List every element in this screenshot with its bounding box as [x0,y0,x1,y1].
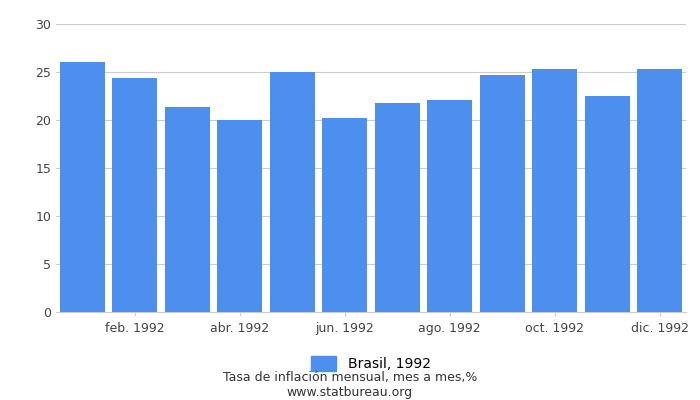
Bar [270,72,314,312]
Text: Tasa de inflación mensual, mes a mes,%: Tasa de inflación mensual, mes a mes,% [223,372,477,384]
Bar [375,103,419,312]
Bar [585,96,629,312]
Bar [428,100,472,312]
Legend: Brasil, 1992: Brasil, 1992 [312,356,430,371]
Bar [218,120,262,312]
Bar [113,78,157,312]
Bar [165,106,209,312]
Bar [638,69,682,312]
Bar [533,69,577,312]
Bar [323,118,367,312]
Text: www.statbureau.org: www.statbureau.org [287,386,413,399]
Bar [60,62,104,312]
Bar [480,75,524,312]
